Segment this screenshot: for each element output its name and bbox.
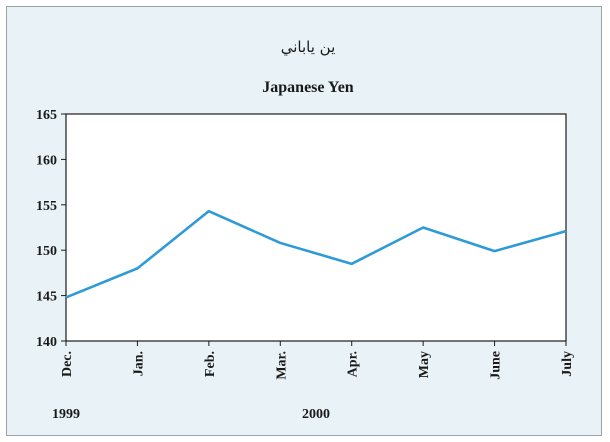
x-tick-label: Apr. [346,351,361,377]
x-tick-label: July [560,351,575,377]
x-tick-label: May [417,351,432,378]
x-tick-label: Feb. [203,351,218,377]
plot-area [65,113,567,342]
x-tick-label: Dec. [60,351,75,377]
x-tick-label: Jan. [131,351,146,376]
y-axis: 140 145 150 155 160 165 [36,108,66,350]
y-tick-label: 145 [36,290,57,305]
year-label: 1999 [52,407,80,422]
chart-title: Japanese Yen [262,79,354,96]
year-label: 2000 [302,407,330,422]
y-tick-label: 165 [36,108,57,123]
chart-title-arabic: ين ياباني [281,38,336,57]
series-line [65,209,567,299]
year-labels: 1999 2000 [52,407,330,422]
y-tick-label: 150 [36,244,57,259]
y-tick-label: 160 [36,153,57,168]
y-tick-label: 140 [36,335,57,350]
series-group [65,209,567,299]
y-tick-label: 155 [36,199,57,214]
x-axis: Dec. Jan. Feb. Mar. Apr. May June July [60,341,575,380]
x-tick-label: Mar. [274,351,289,380]
x-tick-label: June [489,351,504,380]
